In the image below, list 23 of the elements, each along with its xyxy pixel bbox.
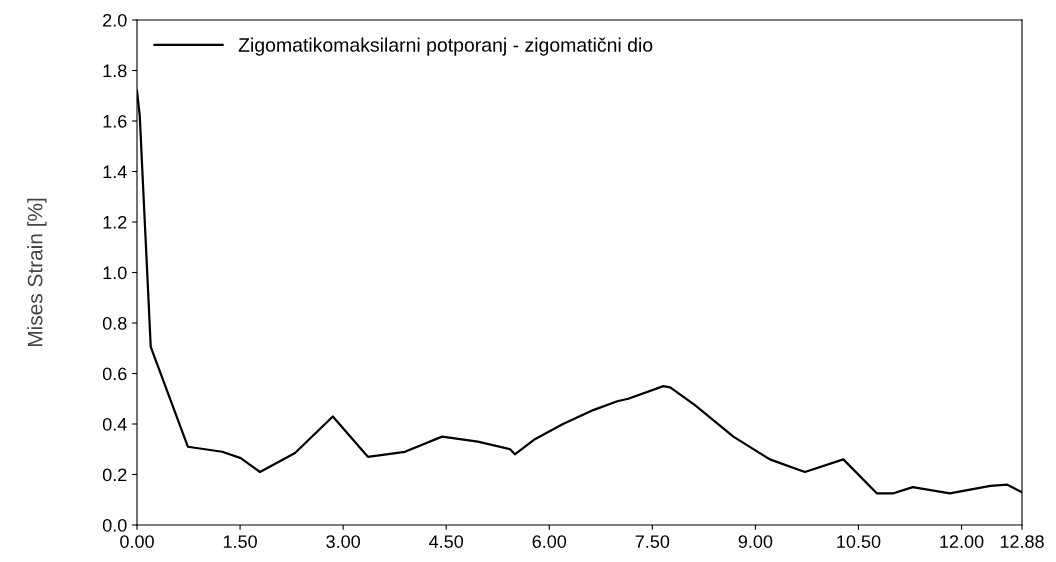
y-tick-label: 1.2 <box>103 215 127 229</box>
y-tick-label: 1.6 <box>103 114 127 128</box>
y-axis-title: Mises Strain [%] <box>27 198 47 347</box>
x-tick-label: 9.00 <box>738 535 773 548</box>
y-tick-label: 0.6 <box>102 367 127 381</box>
x-tick-label: 6.00 <box>532 535 567 548</box>
y-tick-label: 2.0 <box>103 13 127 27</box>
x-tick-label: 12.88 <box>1000 535 1044 548</box>
y-tick-label: 0.4 <box>102 417 127 431</box>
y-tick-label: 0.0 <box>102 518 127 532</box>
x-tick-label: 3.00 <box>326 535 360 548</box>
x-tick-label: 10.50 <box>837 535 881 548</box>
x-tick-label: 7.50 <box>635 535 670 548</box>
x-tick-label: 4.50 <box>429 535 464 548</box>
y-tick-label: 1.4 <box>103 165 127 179</box>
legend-label: Zigomatikomaksilarni potporanj - zigomatični dio <box>238 37 653 56</box>
y-tick-label: 0.2 <box>102 468 127 482</box>
y-tick-label: 0.8 <box>102 316 127 330</box>
y-tick-label: 1.8 <box>103 64 127 78</box>
x-tick-label: 0.00 <box>120 535 154 548</box>
x-tick-label: 12.00 <box>940 535 984 548</box>
x-tick-label: 1.50 <box>223 535 257 548</box>
y-tick-label: 1.0 <box>103 266 127 280</box>
